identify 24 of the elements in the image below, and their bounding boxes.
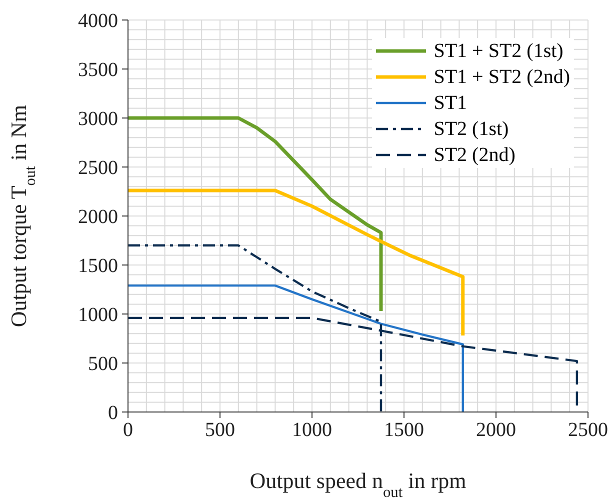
legend-label: ST1 + ST2 (2nd): [434, 65, 570, 90]
x-tick-label: 2500: [568, 419, 608, 442]
x-tick-label: 500: [205, 419, 235, 442]
y-tick-label: 2500: [78, 157, 118, 180]
y-tick-label: 2000: [78, 206, 118, 228]
y-tick-label: 0: [108, 402, 118, 424]
x-tick-label: 0: [123, 419, 133, 442]
y-tick-label: 4000: [78, 10, 118, 32]
y-tick-label: 1000: [78, 304, 118, 326]
x-tick-label: 1500: [384, 419, 424, 442]
line-series: [128, 284, 464, 412]
legend-label: ST2 (1st): [434, 117, 509, 142]
y-tick-label: 3500: [78, 59, 118, 82]
y-tick-label: 500: [88, 353, 118, 376]
legend-label: ST1: [434, 91, 468, 116]
legend-label: ST1 + ST2 (1st): [434, 39, 564, 64]
line-series: [128, 188, 465, 338]
line-series: [128, 116, 383, 313]
y-tick-label: 3000: [78, 108, 118, 130]
y-tick-label: 1500: [78, 255, 118, 278]
x-axis-title: Output speed n$_{out}$ in rpm: [250, 468, 466, 500]
legend-label: ST2 (2nd): [434, 143, 516, 168]
x-tick-label: 1000: [292, 419, 332, 442]
x-tick-label: 2000: [476, 419, 516, 442]
